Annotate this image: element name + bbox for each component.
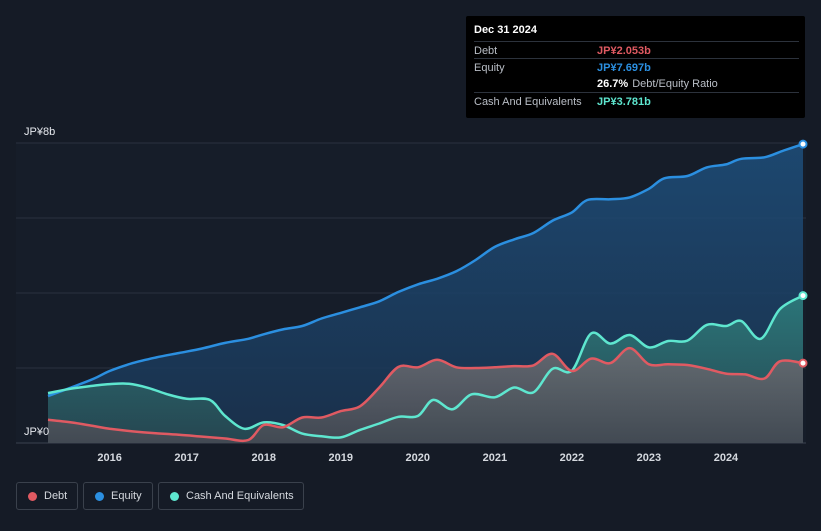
x-tick-2018: 2018 xyxy=(251,452,275,464)
legend-item-cash[interactable]: Cash And Equivalents xyxy=(158,482,304,510)
x-tick-2023: 2023 xyxy=(637,452,661,464)
legend-cash-label: Cash And Equivalents xyxy=(186,490,294,502)
legend-debt-label: Debt xyxy=(44,490,68,502)
x-tick-2022: 2022 xyxy=(560,452,584,464)
tooltip-panel: Dec 31 2024 Debt JP¥2.053b Equity JP¥7.6… xyxy=(466,16,805,118)
tooltip-equity-label: Equity xyxy=(474,62,505,74)
x-tick-2017: 2017 xyxy=(174,452,198,464)
equity-line xyxy=(47,142,804,398)
tooltip-date: Dec 31 2024 xyxy=(474,24,537,36)
tooltip-cash-value: JP¥3.781b xyxy=(597,96,651,108)
tooltip-cash-label: Cash And Equivalents xyxy=(474,96,582,108)
tooltip-equity-value: JP¥7.697b xyxy=(597,62,651,74)
debt-line xyxy=(47,346,804,443)
cash-end-marker xyxy=(798,291,808,301)
legend-item-debt[interactable]: Debt xyxy=(16,482,78,510)
cash-legend-dot-icon xyxy=(170,492,179,501)
equity-legend-dot-icon xyxy=(95,492,104,501)
equity-end-marker xyxy=(798,139,808,149)
x-tick-2024: 2024 xyxy=(714,452,739,464)
x-tick-2021: 2021 xyxy=(483,452,507,464)
tooltip-row-debt: Debt JP¥2.053b xyxy=(474,41,799,59)
tooltip-row-cash: Cash And Equivalents JP¥3.781b xyxy=(474,92,799,110)
legend-equity-label: Equity xyxy=(111,490,142,502)
y-axis-bottom-label: JP¥0 xyxy=(24,426,49,438)
debt-legend-dot-icon xyxy=(28,492,37,501)
x-tick-2020: 2020 xyxy=(406,452,430,464)
x-tick-2016: 2016 xyxy=(97,452,121,464)
tooltip-ratio-caption: Debt/Equity Ratio xyxy=(632,78,718,90)
debt-area xyxy=(48,348,803,443)
tooltip-ratio-number: 26.7% xyxy=(597,78,629,90)
tooltip-row-equity: Equity JP¥7.697b xyxy=(474,58,799,76)
legend-item-equity[interactable]: Equity xyxy=(83,482,153,510)
cash-line xyxy=(47,294,804,439)
tooltip-ratio-value: 26.7% Debt/Equity Ratio xyxy=(597,78,718,90)
x-tick-2019: 2019 xyxy=(329,452,353,464)
debt-end-marker xyxy=(798,358,808,368)
tooltip-debt-value: JP¥2.053b xyxy=(597,45,651,57)
tooltip-row-ratio: 26.7% Debt/Equity Ratio xyxy=(474,75,799,92)
tooltip-debt-label: Debt xyxy=(474,45,498,57)
y-axis-top-label: JP¥8b xyxy=(24,126,55,138)
